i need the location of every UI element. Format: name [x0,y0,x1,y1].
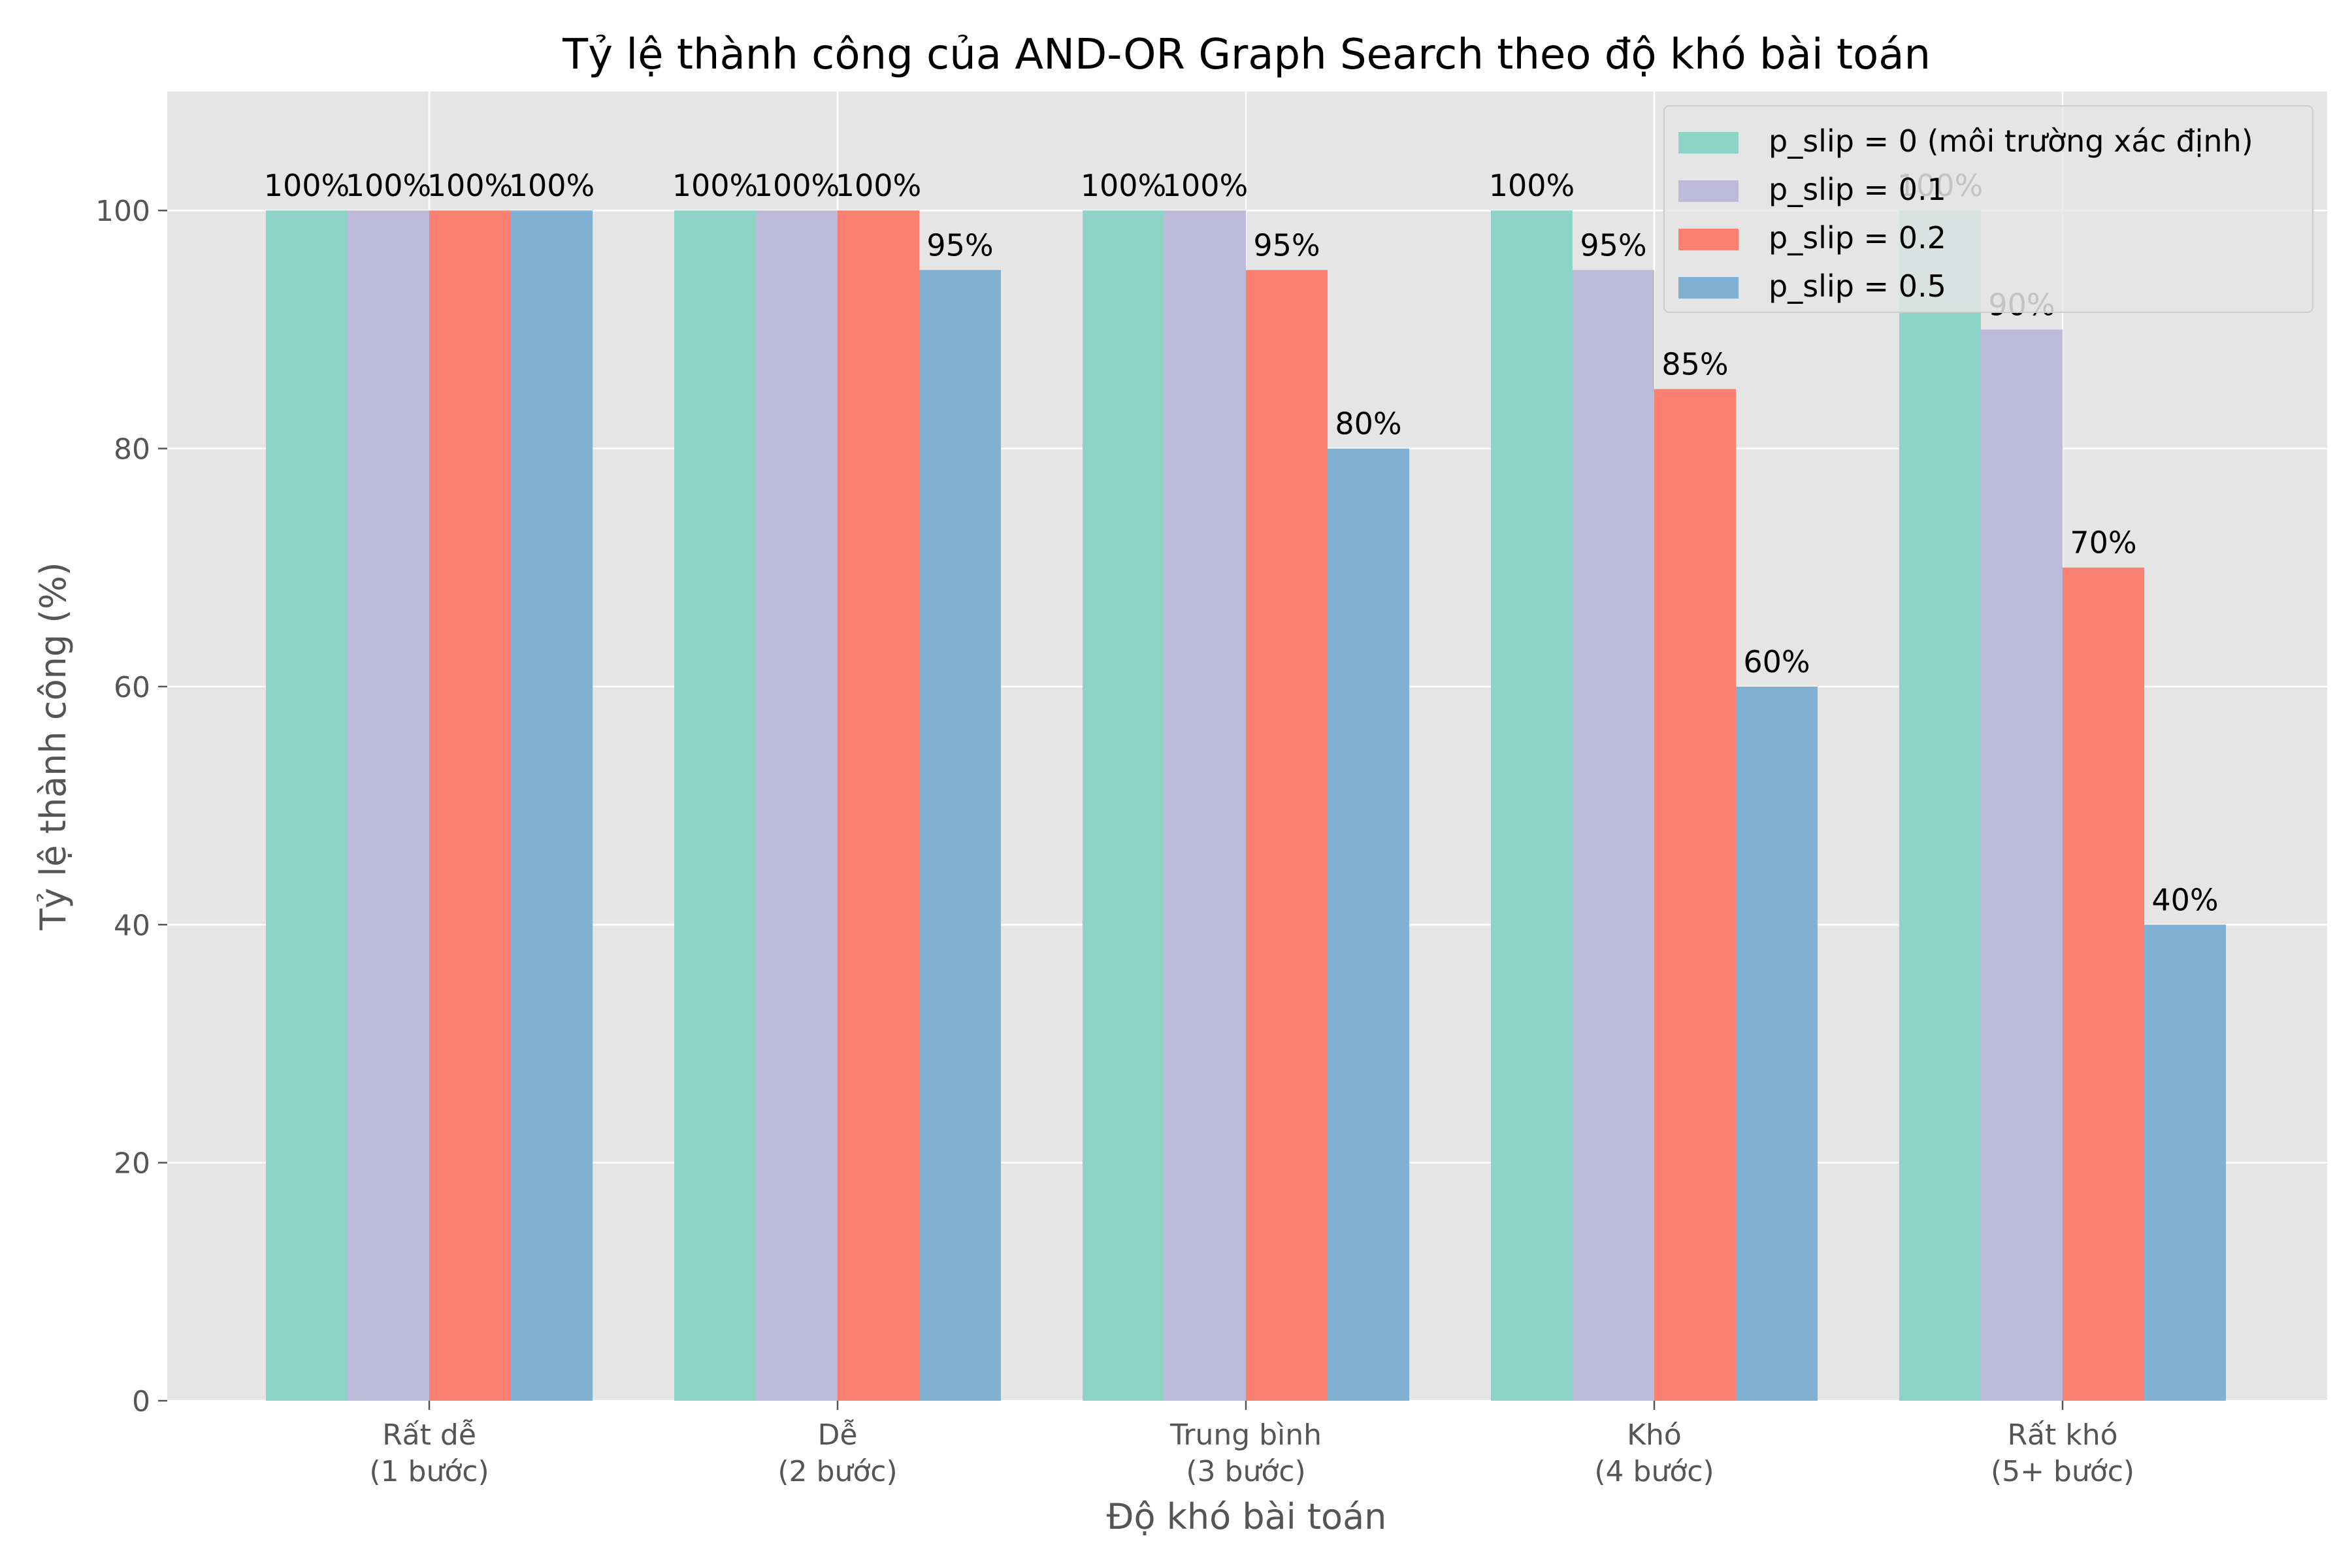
bar-2-2 [756,210,838,1401]
y-tick-label: 60 [114,671,150,704]
bar-4-4 [1736,686,1818,1401]
bar-3-4 [1654,389,1736,1401]
data-label: 100% [509,168,595,203]
legend-label: p_slip = 0.1 [1769,172,1946,207]
bar-1-3 [1083,210,1164,1401]
data-label: 70% [2070,525,2136,561]
bar-3-2 [838,210,919,1401]
data-label: 100% [1162,168,1249,203]
data-label: 100% [836,168,922,203]
bar-1-1 [266,210,348,1401]
x-tick-label: Khó (4 bước) [1594,1418,1714,1488]
data-label: 100% [1081,168,1167,203]
data-label: 100% [427,168,514,203]
bar-3-5 [2063,567,2144,1401]
bar-3-1 [429,210,511,1401]
y-axis-ticks: 0 20 40 60 80 100 [95,195,167,1418]
bar-1-4 [1491,210,1573,1401]
x-axis-label: Độ khó bài toán [1107,1496,1387,1537]
legend-label: p_slip = 0.5 [1769,269,1946,304]
data-label: 100% [1489,168,1575,203]
y-tick-label: 40 [114,909,150,942]
bar-3-3 [1246,270,1328,1401]
bar-2-5 [1981,329,2063,1401]
legend-box [1663,105,2313,313]
legend-swatch [1678,277,1739,299]
y-tick-label: 20 [114,1147,150,1181]
data-label: 100% [754,168,840,203]
legend-label: p_slip = 0 (môi trường xác định) [1769,123,2253,159]
y-axis-label: Tỷ lệ thành công (%) [33,562,74,930]
x-tick-label: Dễ (2 bước) [777,1418,897,1488]
bar-2-3 [1164,210,1246,1401]
legend-swatch [1678,229,1739,250]
y-tick-label: 80 [114,433,150,466]
data-labels: 100%100%100%100%100%100%100%100%95%90%10… [264,168,2219,917]
y-tick-label: 0 [132,1385,150,1418]
data-label: 95% [1253,227,1320,263]
y-tick-label: 100 [95,195,150,228]
legend-label: p_slip = 0.2 [1769,220,1946,255]
x-tick-label: Trung bình (3 bước) [1169,1418,1322,1488]
bar-2-4 [1573,270,1654,1401]
bar-1-5 [1899,210,1981,1401]
bar-4-2 [919,270,1001,1401]
data-label: 100% [264,168,350,203]
data-label: 40% [2151,882,2218,917]
data-label: 95% [1580,227,1646,263]
data-label: 100% [672,168,759,203]
data-label: 100% [346,168,432,203]
legend: p_slip = 0 (môi trường xác định) p_slip =… [1663,105,2313,313]
data-label: 60% [1743,644,1810,679]
data-label: 80% [1335,406,1401,442]
bar-1-2 [674,210,756,1401]
bar-4-3 [1328,448,1409,1401]
x-tick-label: Rất dễ (1 bước) [369,1418,489,1488]
bar-2-1 [348,210,429,1401]
bars [266,210,2226,1401]
chart-title: Tỷ lệ thành công của AND-OR Graph Search… [562,31,1931,79]
x-tick-label: Rất khó (5+ bước) [1991,1418,2134,1488]
legend-swatch [1678,132,1739,154]
bar-4-5 [2144,924,2226,1401]
data-label: 95% [926,227,993,263]
data-label: 85% [1661,346,1728,382]
legend-swatch [1678,180,1739,202]
x-axis-ticks: Rất dễ (1 bước) Dễ (2 bước) Trung bình (3 bướ… [369,1401,2134,1488]
bar-4-1 [511,210,593,1401]
